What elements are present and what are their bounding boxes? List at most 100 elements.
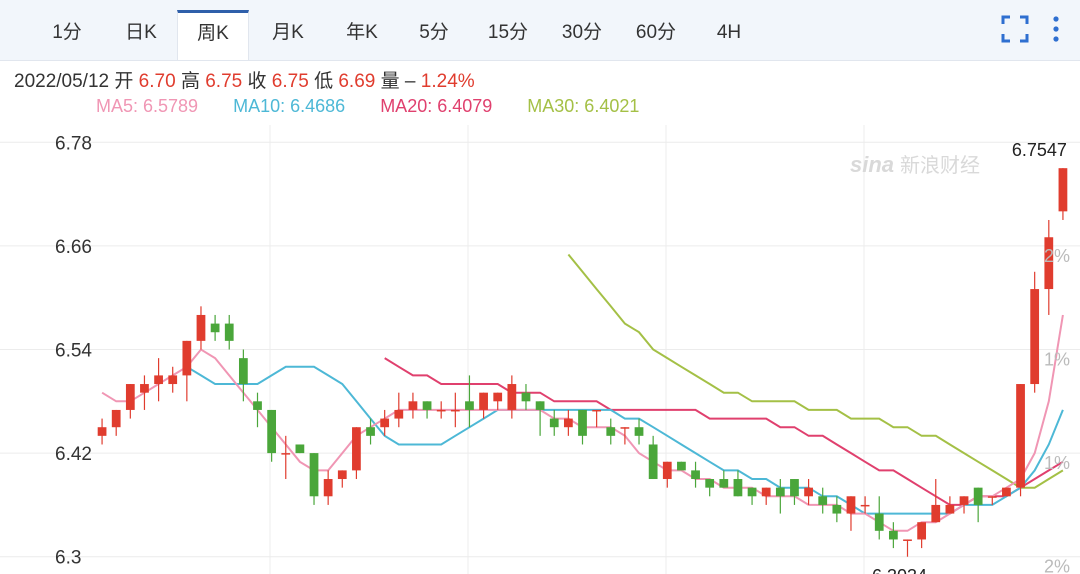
candle [733, 470, 743, 497]
fullscreen-icon[interactable] [1000, 14, 1030, 44]
candle-body [733, 479, 743, 497]
tab-60min[interactable]: 60分 [635, 22, 677, 43]
ma-lines [101, 253, 1064, 532]
candle-body [210, 323, 220, 333]
candle-body [154, 375, 163, 385]
candle [168, 366, 178, 393]
candle-body [578, 409, 587, 436]
tab-month-k[interactable]: 月K [272, 22, 304, 43]
open-label: 开 [114, 71, 134, 92]
candle-body [295, 444, 305, 454]
more-vertical-icon[interactable] [1046, 14, 1066, 44]
candle [125, 384, 135, 419]
candle-body [267, 409, 277, 454]
candle [578, 409, 587, 445]
candle [422, 401, 432, 419]
tab-year-k[interactable]: 年K [346, 22, 378, 43]
candle [111, 409, 121, 436]
tab-5min[interactable]: 5分 [419, 22, 449, 43]
candle-body [380, 418, 390, 428]
tab-4h[interactable]: 4H [716, 22, 742, 43]
candle-body [168, 375, 178, 385]
ma20-line [384, 357, 1064, 506]
candle [677, 461, 686, 471]
candle [775, 479, 785, 514]
axis-labels: 6.78 6.66 6.54 6.42 6.3 2% 1% 1% 2% 6.7547 6.3034 [55, 133, 1070, 574]
candle [719, 470, 729, 488]
volume-value: – [404, 71, 416, 92]
candle [874, 496, 884, 540]
candle-body [1002, 487, 1011, 497]
candle-body [677, 461, 686, 471]
candle [309, 453, 319, 505]
high-value: 6.75 [205, 71, 243, 92]
candle [281, 435, 291, 480]
candle-body [804, 487, 813, 497]
candle-body [719, 479, 729, 488]
tab-week-k[interactable]: 周K [177, 10, 249, 60]
candle-body [224, 323, 234, 341]
candle [224, 314, 234, 350]
candle [154, 358, 163, 402]
tab-30min[interactable]: 30分 [561, 22, 603, 43]
low-label: 低 [314, 71, 334, 92]
ma10-label: MA10: 6.4686 [233, 96, 346, 116]
candle [804, 479, 813, 505]
candle-body [337, 470, 347, 480]
candle-body [1044, 237, 1054, 290]
candle-body [493, 392, 503, 402]
candle-body [648, 444, 658, 480]
tab-1min[interactable]: 1分 [52, 22, 82, 43]
candle-body [1030, 289, 1040, 385]
candle-body [436, 409, 446, 412]
tab-day-k[interactable]: 日K [125, 22, 157, 43]
candle [592, 409, 602, 428]
candle-body [832, 504, 842, 514]
candle [97, 418, 107, 445]
y-tick-label: 6.42 [55, 444, 92, 465]
candle [1044, 219, 1054, 315]
candle-body [323, 479, 333, 497]
candle-body [761, 487, 771, 497]
candle-body [818, 496, 828, 505]
candle-body [903, 539, 912, 541]
candle-body [662, 461, 672, 480]
candle-body [140, 384, 149, 393]
candle [563, 409, 573, 436]
candle [450, 392, 460, 428]
candle-body [846, 496, 856, 514]
candle-body [422, 401, 432, 410]
candle [549, 409, 559, 436]
candle [366, 418, 375, 445]
candle [987, 496, 997, 505]
candle [238, 349, 248, 402]
tab-15min[interactable]: 15分 [487, 22, 529, 43]
pct-tick-label: 2% [1044, 246, 1070, 266]
candle [267, 409, 277, 462]
candle [323, 470, 333, 505]
candle-body [111, 409, 121, 428]
candle-body [959, 496, 969, 505]
candle-body [1016, 384, 1025, 488]
candle [140, 375, 149, 410]
candle-body [507, 384, 517, 410]
candle-body [196, 314, 206, 341]
ma30-line [567, 253, 1064, 489]
ohlc-info-line: 2022/05/12 开 6.70 高 6.75 收 6.75 低 6.69 量… [14, 66, 475, 93]
candle-body [408, 401, 418, 410]
min-price-label: 6.3034 [872, 566, 927, 574]
volume-label: 量 [380, 71, 400, 92]
candle [1002, 487, 1011, 497]
candle-body [592, 409, 602, 412]
candles [97, 168, 1068, 557]
low-value: 6.69 [338, 71, 376, 92]
candle [846, 496, 856, 531]
change-percent: 1.24% [420, 71, 475, 92]
candle-body [450, 409, 460, 412]
ma5-line [101, 314, 1064, 532]
candle [493, 392, 503, 410]
candle [860, 496, 870, 514]
pct-tick-label: 1% [1044, 350, 1070, 370]
candle [945, 496, 955, 514]
sina-finance-watermark: sina 新浪财经 [850, 152, 980, 177]
